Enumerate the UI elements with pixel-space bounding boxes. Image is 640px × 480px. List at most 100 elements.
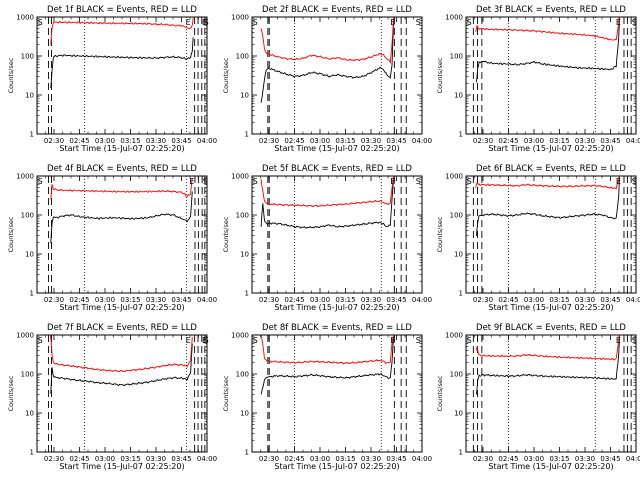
y-axis-title: Counts/sec bbox=[436, 57, 444, 93]
y-tick-label: 1000 bbox=[445, 173, 463, 181]
x-tick-label: 04:00 bbox=[626, 137, 640, 145]
y-tick-label: 100 bbox=[21, 212, 34, 220]
y-tick-label: 10 bbox=[25, 92, 34, 100]
flag-label: E bbox=[390, 18, 395, 27]
x-tick-label: 03:45 bbox=[386, 296, 406, 304]
x-tick-label: 03:15 bbox=[549, 455, 569, 463]
flag-label: S bbox=[632, 177, 637, 186]
y-tick-label: 1 bbox=[245, 131, 249, 139]
x-tick-label: 02:45 bbox=[498, 455, 518, 463]
y-tick-label: 1 bbox=[30, 131, 34, 139]
x-axis-title: Start Time (15-Jul-07 02:25:20) bbox=[274, 303, 399, 312]
x-tick-label: 03:15 bbox=[120, 455, 140, 463]
lld-series-line bbox=[260, 16, 395, 65]
x-tick-label: 03:45 bbox=[386, 455, 406, 463]
x-tick-label: 02:30 bbox=[259, 296, 279, 304]
flag-label: S bbox=[253, 336, 258, 345]
flag-label: E bbox=[616, 177, 621, 186]
panel-title: Det 5f BLACK = Events, RED = LLD bbox=[262, 164, 412, 174]
x-tick-label: 02:30 bbox=[473, 296, 493, 304]
x-tick-label: 02:45 bbox=[284, 137, 304, 145]
flag-label: S bbox=[204, 18, 209, 27]
x-tick-label: 03:15 bbox=[120, 296, 140, 304]
x-tick-label: 03:00 bbox=[310, 137, 330, 145]
x-tick-label: 03:00 bbox=[310, 296, 330, 304]
x-tick-label: 02:45 bbox=[284, 296, 304, 304]
flag-label: E bbox=[189, 177, 194, 186]
flag-label: S bbox=[38, 177, 43, 186]
x-tick-label: 02:45 bbox=[498, 137, 518, 145]
x-tick-label: 02:45 bbox=[69, 137, 89, 145]
panel-5: Det 5f BLACK = Events, RED = LLD 1 10 100 10… bbox=[222, 164, 432, 312]
lld-series-line bbox=[260, 175, 395, 208]
x-axis-title: Start Time (15-Jul-07 02:25:20) bbox=[59, 303, 184, 312]
panel-7: Det 7f BLACK = Events, RED = LLD 1 10 100 10… bbox=[7, 323, 217, 471]
x-tick-label: 03:45 bbox=[171, 296, 191, 304]
y-tick-label: 100 bbox=[21, 371, 34, 379]
x-tick-label: 02:45 bbox=[498, 296, 518, 304]
x-tick-label: 03:30 bbox=[361, 296, 381, 304]
y-axis-title: Counts/sec bbox=[7, 375, 15, 411]
x-axis-title: Start Time (15-Jul-07 02:25:20) bbox=[488, 144, 613, 153]
y-tick-label: 10 bbox=[454, 92, 463, 100]
flag-label: E bbox=[186, 336, 191, 345]
y-tick-label: 100 bbox=[236, 53, 249, 61]
x-tick-label: 04:00 bbox=[197, 296, 217, 304]
x-tick-label: 02:30 bbox=[473, 137, 493, 145]
plot-frame bbox=[36, 175, 208, 294]
plot-frame bbox=[36, 334, 208, 453]
y-tick-label: 100 bbox=[236, 212, 249, 220]
y-axis-title: Counts/sec bbox=[436, 375, 444, 411]
y-tick-label: 1 bbox=[459, 290, 463, 298]
y-tick-label: 100 bbox=[450, 371, 463, 379]
x-tick-label: 03:45 bbox=[600, 137, 620, 145]
y-tick-label: 1 bbox=[245, 290, 249, 298]
panel-title: Det 2f BLACK = Events, RED = LLD bbox=[262, 5, 412, 15]
x-tick-label: 03:15 bbox=[335, 296, 355, 304]
panel-4: Det 4f BLACK = Events, RED = LLD 1 10 100 10… bbox=[7, 164, 217, 312]
x-tick-label: 02:30 bbox=[259, 137, 279, 145]
x-tick-label: 02:45 bbox=[284, 455, 304, 463]
flag-label: E bbox=[202, 336, 207, 345]
flag-label: S bbox=[467, 336, 472, 345]
flag-label: S bbox=[38, 18, 43, 27]
x-tick-label: 04:00 bbox=[626, 455, 640, 463]
y-axis-title: Counts/sec bbox=[222, 57, 230, 93]
events-series-line bbox=[260, 20, 395, 103]
x-tick-label: 03:30 bbox=[146, 296, 166, 304]
flag-label: E bbox=[616, 18, 621, 27]
x-tick-label: 03:15 bbox=[335, 137, 355, 145]
flag-label: E bbox=[390, 336, 395, 345]
y-tick-label: 10 bbox=[25, 251, 34, 259]
x-tick-label: 04:00 bbox=[626, 296, 640, 304]
x-tick-label: 03:15 bbox=[120, 137, 140, 145]
x-tick-label: 03:15 bbox=[335, 455, 355, 463]
panel-8: Det 8f BLACK = Events, RED = LLD 1 10 100 10… bbox=[222, 323, 432, 471]
flag-label: E bbox=[616, 336, 621, 345]
y-tick-label: 1000 bbox=[231, 14, 249, 22]
y-tick-label: 100 bbox=[236, 371, 249, 379]
y-axis-title: Counts/sec bbox=[222, 216, 230, 252]
flag-label: S bbox=[467, 18, 472, 27]
y-tick-label: 10 bbox=[240, 92, 249, 100]
x-tick-label: 02:30 bbox=[259, 455, 279, 463]
x-tick-label: 03:00 bbox=[524, 455, 544, 463]
events-series-line bbox=[475, 334, 621, 395]
lld-series-line bbox=[475, 334, 621, 361]
x-axis-title: Start Time (15-Jul-07 02:25:20) bbox=[59, 144, 184, 153]
x-tick-label: 02:30 bbox=[44, 137, 64, 145]
y-tick-label: 1 bbox=[30, 449, 34, 457]
y-tick-label: 1 bbox=[30, 290, 34, 298]
plot-frame bbox=[465, 175, 637, 294]
y-axis-title: Counts/sec bbox=[436, 216, 444, 252]
panel-6: Det 6f BLACK = Events, RED = LLD 1 10 100 10… bbox=[436, 164, 640, 312]
lld-series-line bbox=[49, 334, 193, 373]
events-series-line bbox=[50, 343, 193, 394]
flag-label: S bbox=[38, 336, 43, 345]
x-tick-label: 03:00 bbox=[95, 137, 115, 145]
x-tick-label: 03:45 bbox=[171, 455, 191, 463]
events-series-line bbox=[260, 175, 395, 229]
y-tick-label: 10 bbox=[454, 410, 463, 418]
flag-label: S bbox=[253, 18, 258, 27]
x-tick-label: 03:00 bbox=[95, 296, 115, 304]
